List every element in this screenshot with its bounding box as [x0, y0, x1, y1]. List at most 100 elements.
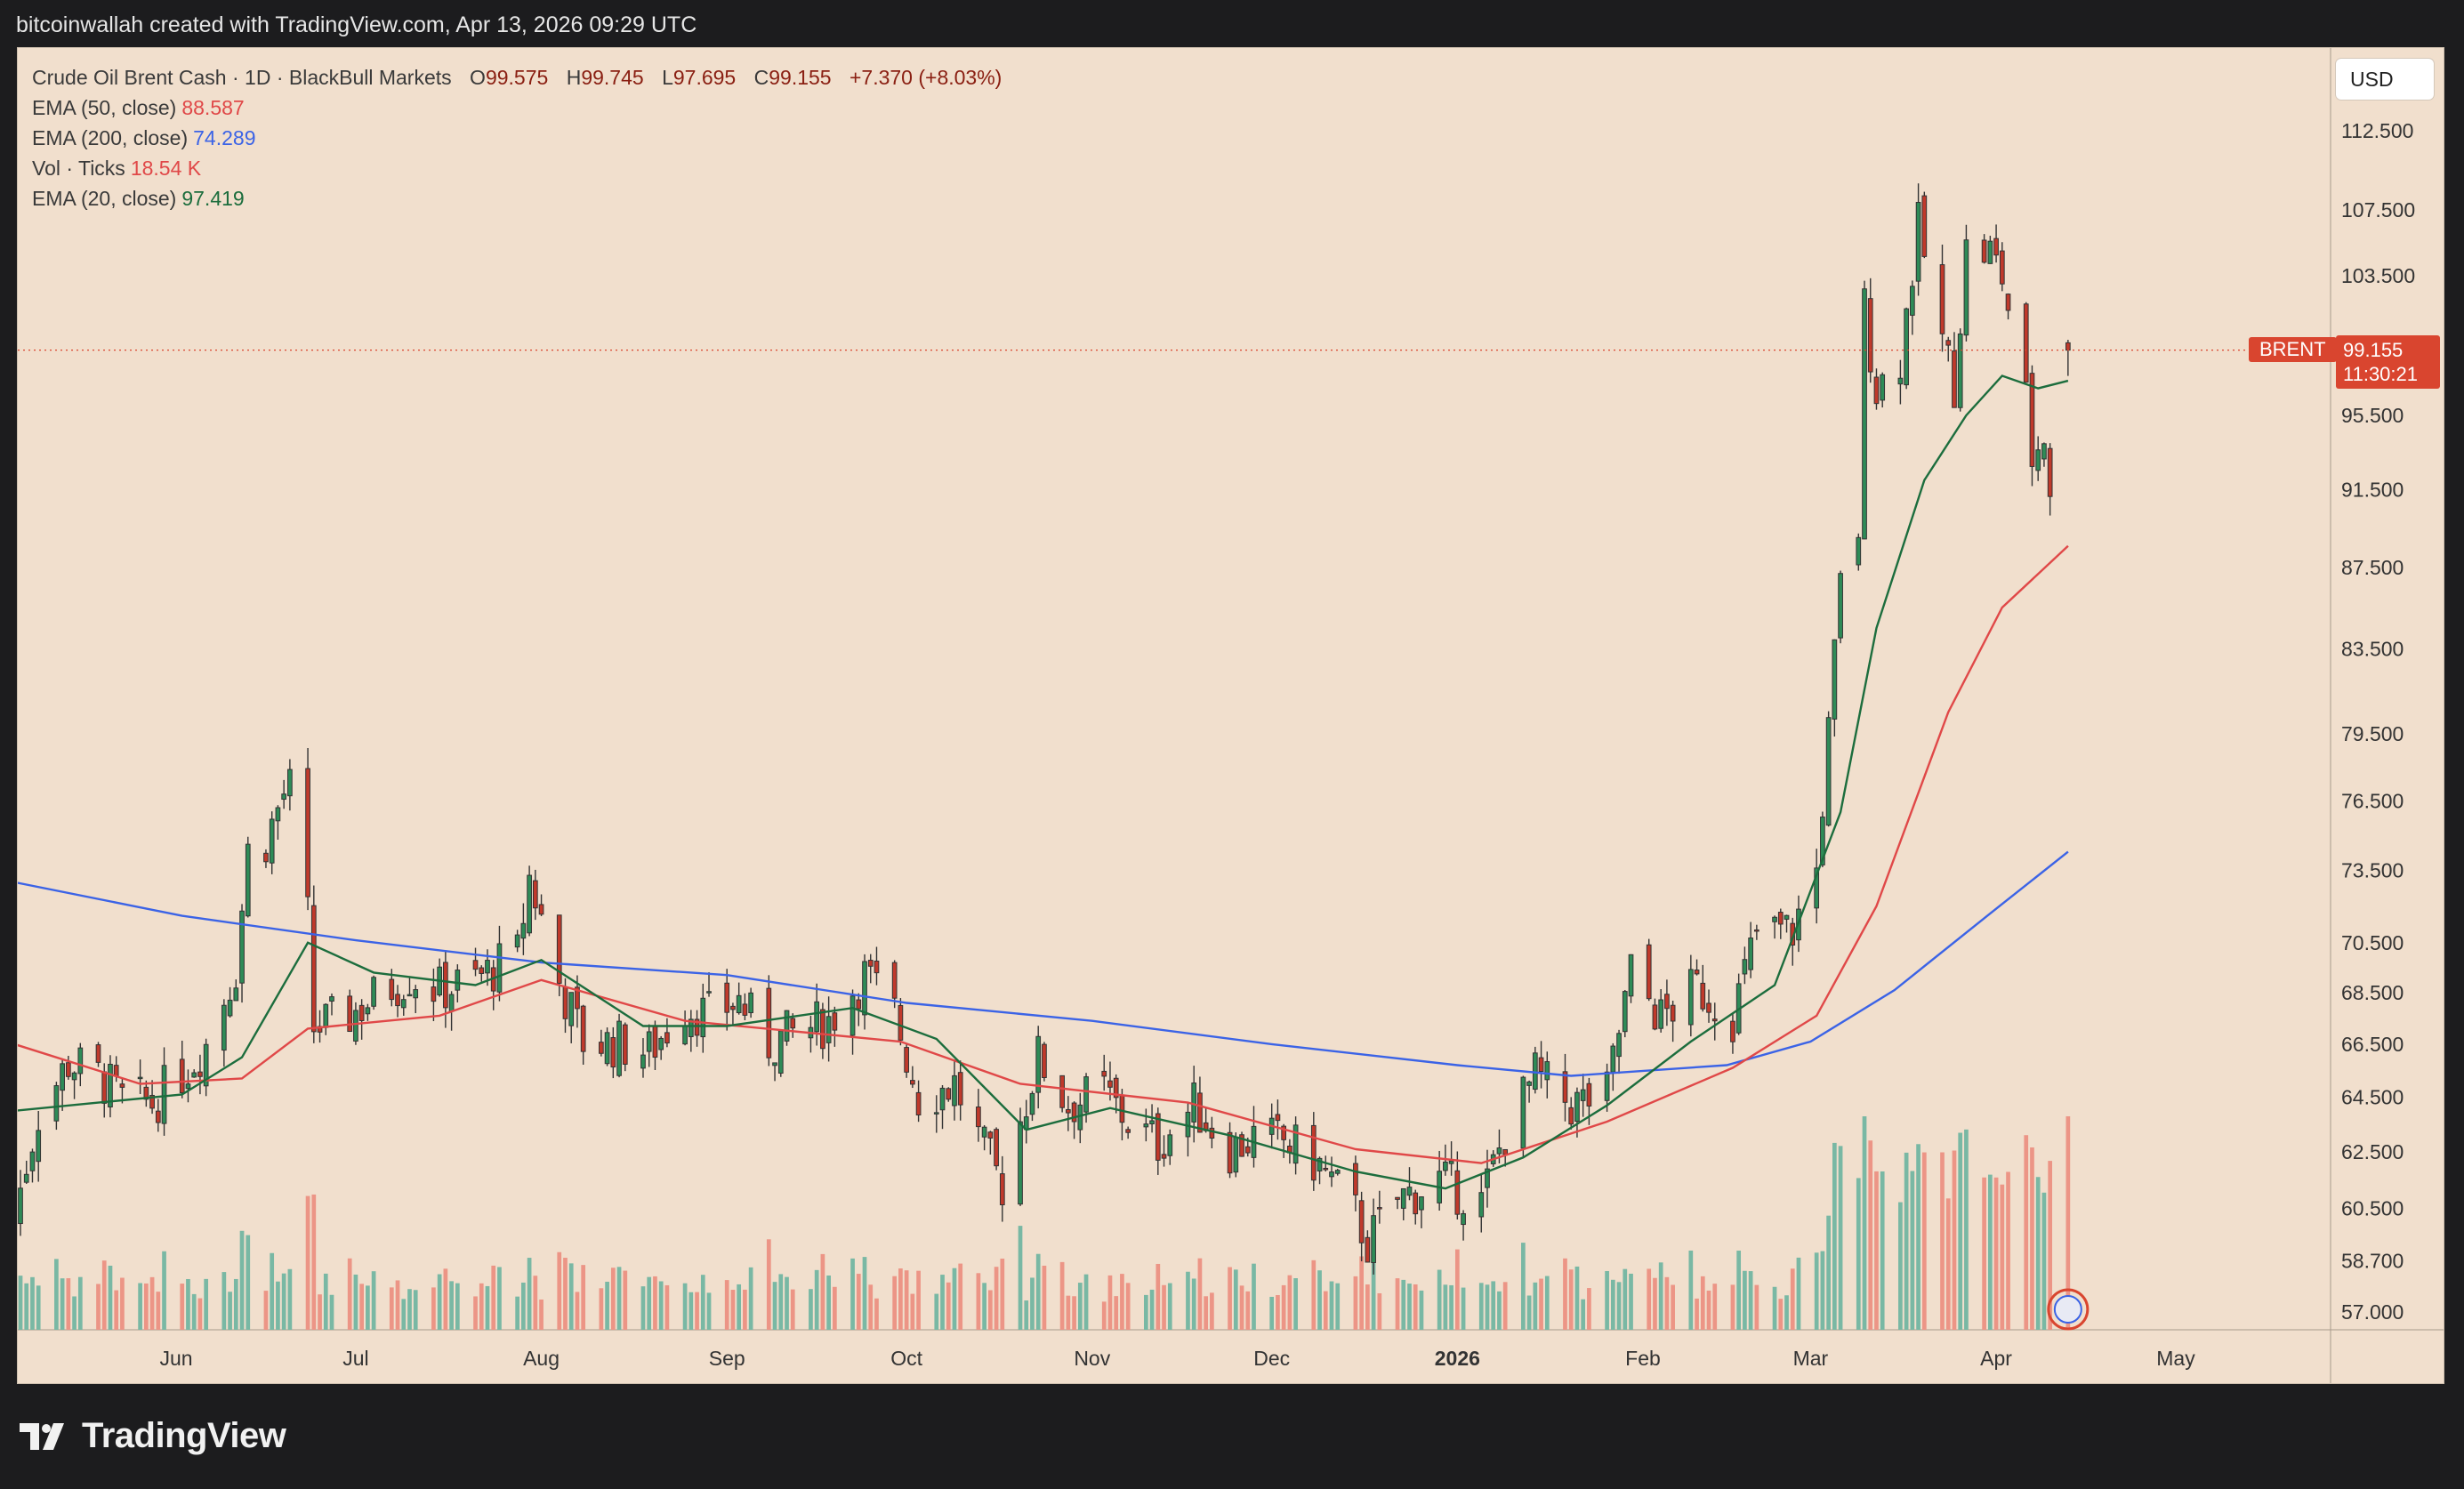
candle-body [1035, 1035, 1042, 1093]
volume-bar [246, 1235, 251, 1330]
candle-body [580, 1005, 586, 1052]
candle-body [1586, 1083, 1592, 1107]
candle-body [658, 1037, 664, 1050]
candle-body [485, 960, 490, 974]
legend-ema20-row[interactable]: EMA (20, close) 97.419 [32, 183, 1014, 213]
candle-body [1239, 1134, 1244, 1157]
candle-body [1838, 573, 1843, 639]
volume-bar [833, 1286, 837, 1330]
volume-bar [515, 1296, 519, 1330]
volume-bar [1485, 1284, 1490, 1330]
legend-ema200-row[interactable]: EMA (200, close) 74.289 [32, 123, 1014, 153]
volume-bar [1125, 1283, 1131, 1330]
volume-bar [952, 1268, 957, 1330]
currency-button[interactable]: USD [2336, 59, 2434, 100]
volume-bar [599, 1288, 604, 1330]
candle-body [748, 992, 753, 1014]
volume-bar [1982, 1177, 1986, 1330]
candle-body [694, 1018, 700, 1036]
y-tick-label: 66.500 [2341, 1033, 2404, 1056]
candle-body [1275, 1114, 1281, 1122]
volume-bar [1401, 1279, 1406, 1330]
candle-body [987, 1131, 994, 1139]
candle-body [358, 1004, 365, 1021]
legend-volume-row[interactable]: Vol · Ticks 18.54 K [32, 153, 1014, 183]
volume-bar [30, 1276, 35, 1330]
volume-bar [1491, 1281, 1496, 1330]
volume-bar [982, 1283, 986, 1330]
volume-bar [1993, 1177, 1999, 1330]
volume-bar [1042, 1265, 1047, 1330]
candle-body [443, 962, 448, 1009]
candle-body [1197, 1092, 1203, 1133]
volume-bar [1856, 1178, 1861, 1330]
candle-body [514, 934, 520, 948]
candle-body [1526, 1081, 1532, 1086]
candle-body [1945, 340, 1952, 346]
volume-bar [653, 1276, 657, 1330]
y-tick-label: 73.500 [2341, 858, 2404, 881]
candle-body [1448, 1160, 1454, 1164]
candle-body [1987, 240, 1993, 264]
candle-body [1544, 1061, 1550, 1081]
volume-bar [575, 1292, 580, 1330]
chart-area[interactable]: 112.500 107.500 103.500 95.500 91.500 87.500 8… [17, 47, 2444, 1384]
candle-body [952, 1074, 957, 1107]
candle-body [197, 1071, 203, 1077]
candle-body [891, 962, 898, 999]
candle-body [1334, 1170, 1341, 1174]
volume-bar [1695, 1298, 1699, 1330]
volume-bar [1671, 1284, 1675, 1330]
candle-body [1227, 1131, 1233, 1174]
volume-bar [437, 1274, 442, 1330]
candle-body [119, 1083, 125, 1088]
volume-bar [2024, 1135, 2029, 1330]
volume-bar [353, 1274, 358, 1330]
volume-bar [1311, 1260, 1317, 1330]
legend-ema50-row[interactable]: EMA (50, close) 88.587 [32, 93, 1014, 123]
price-chart-svg[interactable]: 112.500 107.500 103.500 95.500 91.500 87.500 8… [18, 48, 2444, 1383]
candle-body [1167, 1134, 1173, 1156]
candle-body [1059, 1074, 1065, 1108]
volume-bar [940, 1275, 945, 1330]
candle-body [1395, 1196, 1400, 1200]
volume-bar [497, 1267, 502, 1330]
candle-body [706, 991, 712, 994]
candle-body [353, 1010, 358, 1042]
volume-bar [1987, 1174, 1993, 1330]
volume-bar [431, 1287, 436, 1330]
volume-bar [1293, 1278, 1298, 1330]
volume-bar [778, 1274, 784, 1330]
volume-bar [149, 1276, 155, 1330]
volume-bar [156, 1292, 161, 1330]
chart-caption: bitcoinwallah created with TradingView.c… [16, 12, 697, 37]
volume-bar [1826, 1215, 1831, 1330]
candle-body [1209, 1127, 1215, 1139]
last-price-value: 99.155 [2343, 338, 2404, 361]
volume-bar [1371, 1249, 1376, 1330]
tradingview-logo[interactable]: TradingView [20, 1416, 286, 1456]
candle-body [227, 999, 233, 1017]
candle-body [1646, 944, 1652, 1000]
volume-bar [1035, 1253, 1041, 1330]
volume-bar [221, 1272, 227, 1330]
candle-body [1485, 1168, 1490, 1188]
candle-body [742, 1003, 748, 1016]
candle-body [269, 818, 275, 864]
ohlc-high-label: H [566, 66, 582, 89]
volume-bar [347, 1258, 352, 1330]
y-tick-label: 79.500 [2341, 722, 2404, 745]
candle-body [664, 1032, 670, 1044]
x-tick-label: May [2156, 1347, 2195, 1370]
volume-bar [1790, 1268, 1795, 1330]
volume-bar [395, 1280, 400, 1330]
brand-name: TradingView [82, 1416, 286, 1455]
y-tick-label: 87.500 [2341, 556, 2404, 579]
volume-bar [455, 1283, 460, 1330]
volume-bar [366, 1285, 370, 1330]
legend-symbol-row[interactable]: Crude Oil Brent Cash · 1D · BlackBull Ma… [32, 62, 1014, 93]
candle-body [77, 1047, 84, 1074]
candle-body [599, 1042, 604, 1054]
candle-body [1413, 1192, 1419, 1215]
volume-bar [850, 1258, 855, 1330]
